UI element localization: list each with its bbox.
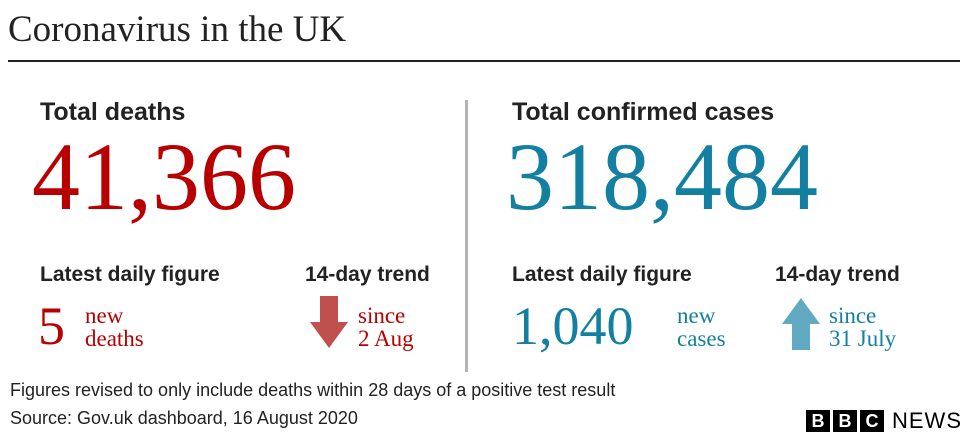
footnote: Figures revised to only include deaths w… <box>10 380 616 400</box>
daily-value: 5 <box>38 296 65 356</box>
source: Source: Gov.uk dashboard, 16 August 2020 <box>10 408 358 428</box>
daily-unit: new deaths <box>85 304 144 350</box>
trend-arrow-up <box>782 298 820 350</box>
trend-line: 2 Aug <box>358 326 414 351</box>
daily-value: 1,040 <box>512 296 634 356</box>
title-rule <box>8 60 960 62</box>
divider <box>465 100 468 372</box>
logo-letter: C <box>860 410 884 432</box>
trend-text: since 31 July <box>829 304 896 350</box>
panel-heading: Total confirmed cases <box>512 98 775 126</box>
title: Coronavirus in the UK <box>8 9 347 50</box>
logo-letter: B <box>806 410 830 432</box>
daily-unit: new cases <box>677 304 726 350</box>
trend-label: 14-day trend <box>305 263 430 286</box>
total-value: 318,484 <box>506 123 818 230</box>
trend-text: since 2 Aug <box>358 304 414 350</box>
trend-label: 14-day trend <box>775 263 900 286</box>
trend-line: since <box>829 303 877 328</box>
bbc-news-logo: B B C NEWS <box>806 408 962 434</box>
panel-heading: Total deaths <box>40 98 186 126</box>
trend-arrow-down <box>310 296 348 348</box>
unit-line: cases <box>677 326 726 351</box>
daily-label: Latest daily figure <box>512 263 692 286</box>
trend-line: 31 July <box>829 326 897 351</box>
unit-line: new <box>677 303 716 328</box>
unit-line: new <box>85 303 124 328</box>
total-value: 41,366 <box>32 123 296 230</box>
logo-text: NEWS <box>892 408 962 433</box>
unit-line: deaths <box>85 326 144 351</box>
daily-label: Latest daily figure <box>40 263 220 286</box>
logo-letter: B <box>833 410 857 432</box>
trend-line: since <box>358 303 406 328</box>
